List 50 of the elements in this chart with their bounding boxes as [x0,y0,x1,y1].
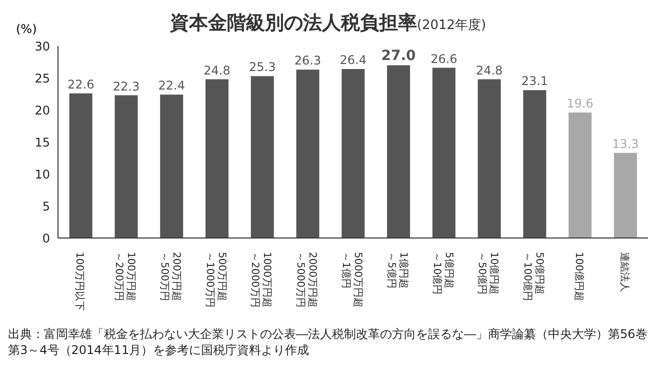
data-label: 25.3 [249,60,276,74]
data-label: 26.6 [430,52,458,66]
x-tick-label: 1000万円超～2000万円 [249,252,274,308]
y-tick-label: 10 [34,167,50,182]
x-tick-label: 5000万円超～1億円 [340,252,364,308]
data-label: 26.3 [294,54,322,68]
bar [342,69,365,238]
data-label: 22.4 [158,78,185,93]
x-tick-label: 100億円超 [572,252,585,302]
data-label: 13.3 [612,136,639,151]
bar [614,152,637,238]
bar [114,95,138,238]
x-tick-label: 連結法人 [618,252,630,292]
x-tick-label: 100万円以下 [74,252,86,312]
bar [296,70,320,238]
bar [523,90,546,238]
bar [478,79,501,238]
bar [432,68,456,238]
x-tick-label: 200万円超～500万円 [158,252,182,302]
source-note: 出典：富岡幸雄「税金を払わない大企業リストの公表―法人税制改革の方向を誤るな―」商学論纂（中央大学）第56巻第3～4号（2014年11月）を参考に国税庁資料より作成 [8,326,648,358]
bar [69,93,92,238]
bar [568,112,592,238]
bar [387,65,410,238]
data-label: 26.4 [340,53,367,68]
y-tick-label: 25 [34,71,50,86]
y-tick-label: 30 [34,39,50,54]
x-tick-label: 10億円超～50億円 [476,252,500,295]
chart-subtitle: (2012年度) [416,18,486,33]
x-tick-label: 50億円超～100億円 [522,252,546,302]
data-label: 24.8 [204,63,230,78]
y-tick-label: 20 [34,103,50,118]
bar [160,94,184,238]
x-tick-label: 100万円超～200万円 [113,252,138,302]
x-tick-label: 500万円超～1000万円 [204,252,228,308]
x-tick-label: 1億円超～5億円 [385,252,410,288]
data-label: 22.6 [67,77,94,92]
y-tick-label: 0 [42,231,50,246]
data-label: 24.8 [476,63,503,78]
bar [206,79,228,238]
data-label: 27.0 [381,48,416,64]
data-label: 23.1 [521,74,548,88]
chart-title: 資本金階級別の法人税負担率 [170,12,417,34]
y-tick-label: 15 [34,135,50,150]
x-tick-label: 5億円超～10億円 [430,252,455,295]
data-label: 22.3 [112,79,140,94]
x-tick-label: 2000万円超～5000万円 [294,252,319,308]
data-label: 19.6 [566,96,594,111]
y-tick-label: 5 [42,199,50,214]
y-axis-title: (%) [16,22,37,36]
bar [250,76,274,238]
